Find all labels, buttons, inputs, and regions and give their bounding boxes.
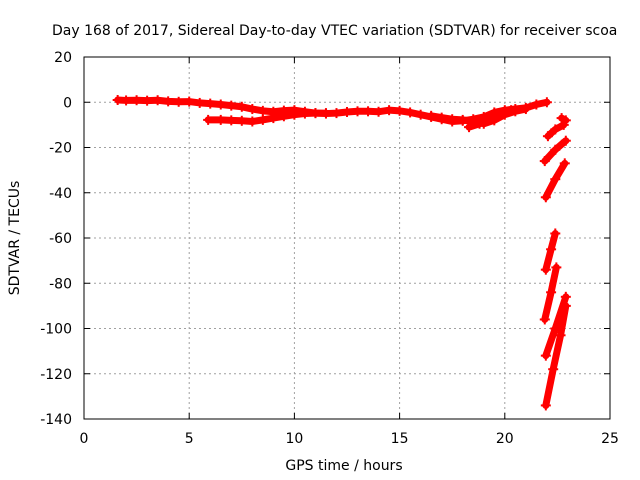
ticks (83, 56, 611, 420)
x-tick-label: 10 (285, 431, 303, 447)
y-tick-label: 20 (54, 50, 72, 66)
data-point (546, 287, 557, 298)
x-tick-label: 20 (496, 431, 514, 447)
data-point (373, 106, 384, 117)
y-tick-label: -60 (49, 231, 72, 247)
y-tick-label: -20 (49, 141, 72, 157)
y-tick-label: -120 (40, 367, 72, 383)
data-point (236, 115, 247, 126)
x-axis-label: GPS time / hours (285, 458, 402, 474)
data-point (550, 174, 561, 185)
data-point (363, 106, 374, 117)
data-point (384, 105, 395, 116)
series-line-1 (114, 96, 551, 125)
data-point (226, 115, 237, 126)
data-point (540, 264, 551, 275)
data-point (247, 116, 258, 127)
data-point (546, 244, 557, 255)
x-tick-label: 0 (80, 431, 89, 447)
data-point (257, 105, 268, 116)
data-point (226, 100, 237, 111)
x-tick-label: 5 (185, 431, 194, 447)
data-point (542, 131, 553, 142)
data-point (436, 112, 447, 123)
data-point (394, 105, 405, 116)
y-tick-label: -100 (40, 322, 72, 338)
data-point (555, 330, 566, 341)
data-point (215, 114, 226, 125)
data-point (173, 96, 184, 107)
data-point (540, 192, 551, 203)
y-tick-label: -140 (40, 412, 72, 428)
data-point (560, 300, 571, 311)
data-point (257, 114, 268, 125)
data-point (121, 95, 132, 106)
chart-title: Day 168 of 2017, Sidereal Day-to-day VTE… (52, 23, 617, 39)
data-point (320, 108, 331, 119)
data-point (551, 262, 562, 273)
data-point (506, 105, 517, 116)
data-point (539, 156, 550, 167)
data-point (405, 107, 416, 118)
y-axis-label: SDTVAR / TECUs (7, 181, 23, 296)
data-point (447, 114, 458, 125)
data-point (464, 122, 475, 133)
data-point (299, 108, 310, 119)
data-point (426, 110, 437, 121)
data-point (352, 106, 363, 117)
data-point (559, 158, 570, 169)
data-point (560, 291, 571, 302)
tick-labels: 0 5 10 15 20 25 -140 -120 -100 -80 -60 -40 -20 0 20 (40, 50, 619, 447)
x-tick-label: 25 (601, 431, 619, 447)
data-point (550, 144, 561, 155)
data-point (342, 106, 352, 117)
data-point (289, 109, 300, 120)
data-point (540, 400, 551, 411)
data-point (415, 109, 426, 120)
data-point (205, 98, 216, 109)
data-point (247, 104, 258, 115)
series-layer (112, 94, 571, 411)
y-tick-label: 0 (63, 95, 72, 111)
data-point (131, 95, 142, 106)
series-line-12 (542, 302, 570, 409)
data-point (550, 124, 561, 135)
data-point (541, 97, 552, 108)
data-point (142, 95, 153, 106)
data-point (184, 96, 195, 107)
x-tick-label: 15 (391, 431, 409, 447)
data-point (550, 228, 561, 239)
data-point (495, 108, 506, 119)
data-point (278, 111, 289, 122)
data-point (520, 104, 531, 115)
data-point (474, 118, 485, 129)
data-point (531, 99, 542, 110)
y-tick-label: -80 (49, 276, 72, 292)
data-point (548, 364, 559, 375)
data-point (331, 108, 342, 119)
data-point (539, 314, 550, 325)
data-point (560, 135, 571, 146)
data-point (163, 96, 174, 107)
data-point (152, 95, 163, 106)
y-tick-label: -40 (49, 186, 72, 202)
data-point (194, 97, 205, 108)
data-point (310, 108, 321, 119)
data-point (457, 114, 468, 125)
data-point (540, 350, 551, 361)
data-point (112, 94, 123, 105)
data-point (558, 119, 569, 130)
data-point (236, 101, 247, 112)
data-point (268, 113, 279, 124)
data-point (485, 114, 496, 125)
data-point (203, 114, 214, 125)
data-point (215, 99, 226, 110)
